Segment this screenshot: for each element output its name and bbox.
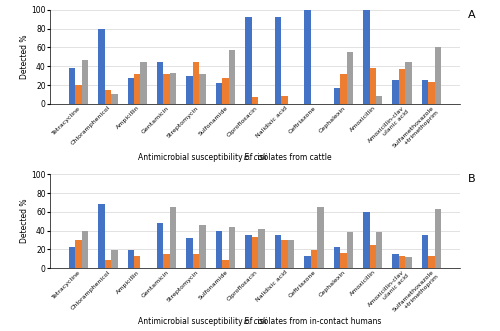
Bar — [200, 74, 206, 104]
Bar — [252, 237, 258, 268]
Bar — [229, 227, 235, 268]
Text: E. coli: E. coli — [244, 153, 266, 162]
Bar — [317, 207, 324, 268]
Bar — [428, 82, 435, 104]
Bar — [399, 69, 406, 104]
Bar — [363, 212, 370, 268]
Bar — [98, 204, 104, 268]
Bar — [216, 83, 222, 104]
Bar — [111, 94, 117, 104]
Bar — [128, 77, 134, 104]
Bar — [246, 17, 252, 104]
Bar — [170, 73, 176, 104]
Text: Antimicrobial susceptibility of: Antimicrobial susceptibility of — [138, 317, 255, 326]
Bar — [399, 256, 406, 268]
Bar — [392, 80, 399, 104]
Bar — [170, 207, 176, 268]
Bar — [340, 253, 346, 268]
Bar — [98, 29, 104, 104]
Bar — [164, 74, 170, 104]
Bar — [75, 85, 82, 104]
Bar — [392, 254, 399, 268]
Text: isolates from in-contact humans: isolates from in-contact humans — [255, 317, 382, 326]
Bar — [258, 229, 264, 268]
Bar — [186, 76, 193, 104]
Bar — [310, 250, 317, 268]
Bar — [281, 240, 287, 268]
Bar — [140, 62, 147, 104]
Bar — [370, 245, 376, 268]
Bar — [134, 256, 140, 268]
Bar — [164, 254, 170, 268]
Bar — [246, 235, 252, 268]
Bar — [304, 10, 310, 104]
Bar — [186, 238, 193, 268]
Bar — [200, 225, 206, 268]
Bar — [222, 78, 229, 104]
Bar — [222, 260, 229, 268]
Bar — [157, 223, 164, 268]
Y-axis label: Detected %: Detected % — [20, 35, 28, 79]
Bar — [252, 97, 258, 104]
Bar — [274, 18, 281, 104]
Bar — [82, 60, 88, 104]
Bar — [216, 231, 222, 268]
Bar — [334, 248, 340, 268]
Y-axis label: Detected %: Detected % — [20, 199, 28, 243]
Bar — [376, 96, 382, 104]
Bar — [68, 248, 75, 268]
Text: isolates from cattle: isolates from cattle — [255, 153, 332, 162]
Bar — [428, 256, 435, 268]
Bar — [104, 90, 111, 104]
Bar — [104, 260, 111, 268]
Bar — [157, 62, 164, 104]
Bar — [376, 232, 382, 268]
Bar — [435, 47, 442, 104]
Bar — [346, 232, 353, 268]
Bar — [82, 231, 88, 268]
Bar — [134, 74, 140, 104]
Text: E. coli: E. coli — [244, 317, 266, 326]
Bar — [422, 235, 428, 268]
Bar — [229, 50, 235, 104]
Bar — [193, 62, 200, 104]
Bar — [304, 256, 310, 268]
Bar — [346, 52, 353, 104]
Bar — [111, 250, 117, 268]
Bar — [422, 80, 428, 104]
Bar — [406, 257, 412, 268]
Bar — [128, 250, 134, 268]
Bar — [281, 96, 287, 104]
Bar — [340, 74, 346, 104]
Text: B: B — [468, 174, 476, 184]
Bar — [75, 240, 82, 268]
Bar — [193, 254, 200, 268]
Bar — [370, 68, 376, 104]
Bar — [363, 10, 370, 104]
Bar — [406, 62, 412, 104]
Bar — [288, 240, 294, 268]
Bar — [435, 209, 442, 268]
Bar — [68, 68, 75, 104]
Bar — [334, 88, 340, 104]
Text: Antimicrobial susceptibility of: Antimicrobial susceptibility of — [138, 153, 255, 162]
Bar — [274, 235, 281, 268]
Text: A: A — [468, 10, 476, 20]
